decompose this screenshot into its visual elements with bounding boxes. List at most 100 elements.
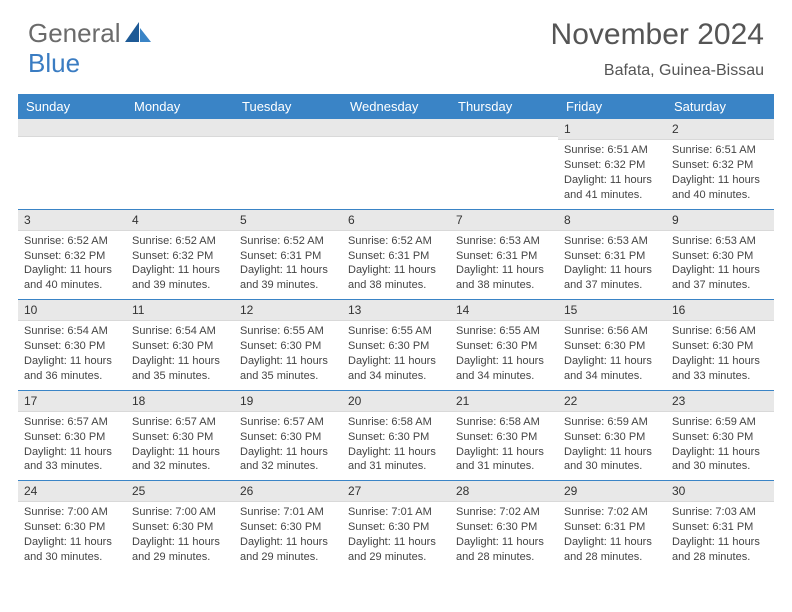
- sunrise-text: Sunrise: 6:53 AM: [456, 234, 552, 249]
- day-number: 8: [558, 210, 666, 231]
- day-body: Sunrise: 6:55 AMSunset: 6:30 PMDaylight:…: [234, 321, 342, 389]
- day-cell: 28Sunrise: 7:02 AMSunset: 6:30 PMDayligh…: [450, 481, 558, 571]
- dow-sunday: Sunday: [18, 94, 126, 119]
- sunset-text: Sunset: 6:30 PM: [564, 339, 660, 354]
- daylight-text: Daylight: 11 hours and 33 minutes.: [672, 354, 768, 384]
- dow-friday: Friday: [558, 94, 666, 119]
- day-body: Sunrise: 6:52 AMSunset: 6:31 PMDaylight:…: [234, 231, 342, 299]
- day-cell: 6Sunrise: 6:52 AMSunset: 6:31 PMDaylight…: [342, 210, 450, 300]
- days-of-week-row: Sunday Monday Tuesday Wednesday Thursday…: [18, 94, 774, 119]
- daylight-text: Daylight: 11 hours and 28 minutes.: [564, 535, 660, 565]
- daylight-text: Daylight: 11 hours and 40 minutes.: [672, 173, 768, 203]
- day-number: 6: [342, 210, 450, 231]
- day-cell: 12Sunrise: 6:55 AMSunset: 6:30 PMDayligh…: [234, 300, 342, 390]
- day-cell: 10Sunrise: 6:54 AMSunset: 6:30 PMDayligh…: [18, 300, 126, 390]
- day-number: 4: [126, 210, 234, 231]
- daylight-text: Daylight: 11 hours and 39 minutes.: [132, 263, 228, 293]
- day-number: 1: [558, 119, 666, 140]
- day-cell: 27Sunrise: 7:01 AMSunset: 6:30 PMDayligh…: [342, 481, 450, 571]
- daylight-text: Daylight: 11 hours and 39 minutes.: [240, 263, 336, 293]
- day-number: [450, 119, 558, 137]
- day-number: 14: [450, 300, 558, 321]
- dow-thursday: Thursday: [450, 94, 558, 119]
- day-cell: 24Sunrise: 7:00 AMSunset: 6:30 PMDayligh…: [18, 481, 126, 571]
- sunset-text: Sunset: 6:30 PM: [240, 430, 336, 445]
- sunrise-text: Sunrise: 6:55 AM: [348, 324, 444, 339]
- day-cell: 3Sunrise: 6:52 AMSunset: 6:32 PMDaylight…: [18, 210, 126, 300]
- sunrise-text: Sunrise: 6:56 AM: [672, 324, 768, 339]
- logo-text-general: General: [28, 18, 121, 49]
- sunrise-text: Sunrise: 6:57 AM: [240, 415, 336, 430]
- logo-text-blue: Blue: [28, 48, 80, 79]
- day-number: 16: [666, 300, 774, 321]
- daylight-text: Daylight: 11 hours and 36 minutes.: [24, 354, 120, 384]
- sunrise-text: Sunrise: 7:03 AM: [672, 505, 768, 520]
- day-cell: 9Sunrise: 6:53 AMSunset: 6:30 PMDaylight…: [666, 210, 774, 300]
- sunrise-text: Sunrise: 6:58 AM: [456, 415, 552, 430]
- day-number: 5: [234, 210, 342, 231]
- sunrise-text: Sunrise: 6:52 AM: [132, 234, 228, 249]
- header: General November 2024 Bafata, Guinea-Bis…: [0, 0, 792, 86]
- day-body: Sunrise: 6:53 AMSunset: 6:31 PMDaylight:…: [450, 231, 558, 299]
- sunset-text: Sunset: 6:32 PM: [132, 249, 228, 264]
- day-cell: 13Sunrise: 6:55 AMSunset: 6:30 PMDayligh…: [342, 300, 450, 390]
- day-number: 10: [18, 300, 126, 321]
- daylight-text: Daylight: 11 hours and 32 minutes.: [240, 445, 336, 475]
- day-cell: 22Sunrise: 6:59 AMSunset: 6:30 PMDayligh…: [558, 391, 666, 481]
- daylight-text: Daylight: 11 hours and 30 minutes.: [564, 445, 660, 475]
- sunset-text: Sunset: 6:30 PM: [348, 430, 444, 445]
- sunset-text: Sunset: 6:30 PM: [132, 339, 228, 354]
- day-body: Sunrise: 6:58 AMSunset: 6:30 PMDaylight:…: [450, 412, 558, 480]
- day-body: Sunrise: 6:56 AMSunset: 6:30 PMDaylight:…: [558, 321, 666, 389]
- day-cell: 20Sunrise: 6:58 AMSunset: 6:30 PMDayligh…: [342, 391, 450, 481]
- day-body: Sunrise: 6:52 AMSunset: 6:32 PMDaylight:…: [18, 231, 126, 299]
- sunrise-text: Sunrise: 6:51 AM: [672, 143, 768, 158]
- sunset-text: Sunset: 6:30 PM: [672, 249, 768, 264]
- daylight-text: Daylight: 11 hours and 40 minutes.: [24, 263, 120, 293]
- day-body: Sunrise: 7:01 AMSunset: 6:30 PMDaylight:…: [234, 502, 342, 570]
- daylight-text: Daylight: 11 hours and 33 minutes.: [24, 445, 120, 475]
- daylight-text: Daylight: 11 hours and 30 minutes.: [24, 535, 120, 565]
- day-number: 30: [666, 481, 774, 502]
- sunset-text: Sunset: 6:32 PM: [672, 158, 768, 173]
- day-number: 3: [18, 210, 126, 231]
- day-cell: 26Sunrise: 7:01 AMSunset: 6:30 PMDayligh…: [234, 481, 342, 571]
- day-cell: 8Sunrise: 6:53 AMSunset: 6:31 PMDaylight…: [558, 210, 666, 300]
- daylight-text: Daylight: 11 hours and 35 minutes.: [240, 354, 336, 384]
- daylight-text: Daylight: 11 hours and 29 minutes.: [240, 535, 336, 565]
- month-title: November 2024: [551, 18, 764, 52]
- week-row: 17Sunrise: 6:57 AMSunset: 6:30 PMDayligh…: [18, 390, 774, 481]
- dow-saturday: Saturday: [666, 94, 774, 119]
- day-body: Sunrise: 6:53 AMSunset: 6:30 PMDaylight:…: [666, 231, 774, 299]
- sunrise-text: Sunrise: 7:00 AM: [24, 505, 120, 520]
- sunrise-text: Sunrise: 6:59 AM: [564, 415, 660, 430]
- sunrise-text: Sunrise: 6:52 AM: [240, 234, 336, 249]
- day-cell: 7Sunrise: 6:53 AMSunset: 6:31 PMDaylight…: [450, 210, 558, 300]
- week-row: 3Sunrise: 6:52 AMSunset: 6:32 PMDaylight…: [18, 209, 774, 300]
- day-number: 29: [558, 481, 666, 502]
- week-row: 24Sunrise: 7:00 AMSunset: 6:30 PMDayligh…: [18, 480, 774, 571]
- sunset-text: Sunset: 6:30 PM: [672, 339, 768, 354]
- sunrise-text: Sunrise: 7:01 AM: [348, 505, 444, 520]
- day-body: Sunrise: 6:54 AMSunset: 6:30 PMDaylight:…: [126, 321, 234, 389]
- day-number: 23: [666, 391, 774, 412]
- sunrise-text: Sunrise: 6:57 AM: [132, 415, 228, 430]
- day-cell: 14Sunrise: 6:55 AMSunset: 6:30 PMDayligh…: [450, 300, 558, 390]
- day-cell: [18, 119, 126, 209]
- day-body: Sunrise: 6:55 AMSunset: 6:30 PMDaylight:…: [450, 321, 558, 389]
- day-cell: [126, 119, 234, 209]
- day-number: 21: [450, 391, 558, 412]
- sunset-text: Sunset: 6:31 PM: [348, 249, 444, 264]
- day-cell: 4 Sunrise: 6:52 AMSunset: 6:32 PMDaylight…: [126, 210, 234, 300]
- day-cell: 25Sunrise: 7:00 AMSunset: 6:30 PMDayligh…: [126, 481, 234, 571]
- day-body: Sunrise: 6:57 AMSunset: 6:30 PMDaylight:…: [18, 412, 126, 480]
- day-body: Sunrise: 6:58 AMSunset: 6:30 PMDaylight:…: [342, 412, 450, 480]
- day-number: 2: [666, 119, 774, 140]
- daylight-text: Daylight: 11 hours and 35 minutes.: [132, 354, 228, 384]
- sunset-text: Sunset: 6:32 PM: [24, 249, 120, 264]
- day-cell: 23Sunrise: 6:59 AMSunset: 6:30 PMDayligh…: [666, 391, 774, 481]
- day-number: 17: [18, 391, 126, 412]
- day-number: 13: [342, 300, 450, 321]
- day-cell: 19Sunrise: 6:57 AMSunset: 6:30 PMDayligh…: [234, 391, 342, 481]
- day-number: 12: [234, 300, 342, 321]
